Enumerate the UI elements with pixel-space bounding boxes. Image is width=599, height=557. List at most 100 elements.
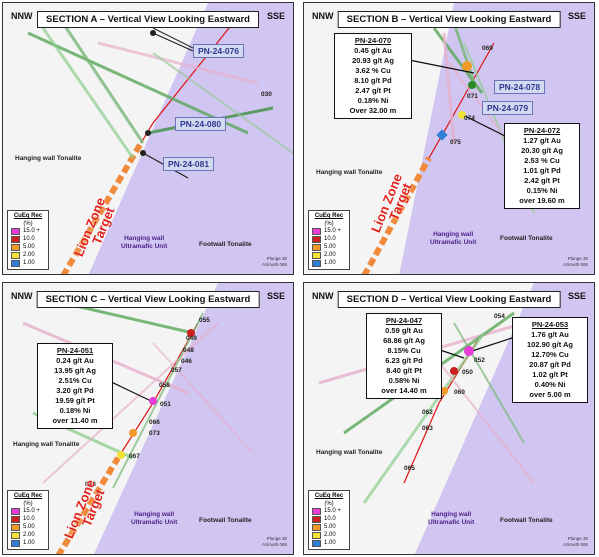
target-outline bbox=[428, 42, 495, 159]
callout-hole-id: PN-24-070 bbox=[354, 36, 392, 45]
intercept-marker bbox=[458, 111, 466, 119]
ultramafic-unit-shape bbox=[88, 3, 293, 274]
legend-title: CuEq Rec bbox=[314, 213, 344, 219]
direction-left: NNW bbox=[11, 11, 33, 21]
hole-label: PN-24-081 bbox=[163, 157, 215, 171]
hole-id-label: 073 bbox=[149, 430, 160, 437]
hole-id-label: 052 bbox=[474, 357, 485, 364]
intercept-marker bbox=[464, 346, 474, 356]
legend-row: 10.0 bbox=[312, 515, 346, 523]
legend-row: 1.00 bbox=[11, 259, 45, 267]
hole-id-label: 054 bbox=[494, 313, 505, 320]
section-title: SECTION D – Vertical View Looking Eastwa… bbox=[337, 291, 561, 308]
drill-trace bbox=[61, 22, 145, 144]
cueq-legend: CuEq Rec (%) 15.0 + 10.0 5.00 2.00 1.00 bbox=[308, 210, 350, 270]
pointer-line bbox=[152, 32, 194, 52]
section-title: SECTION B – Vertical View Looking Eastwa… bbox=[337, 11, 561, 28]
pointer-line bbox=[471, 337, 513, 352]
drill-trace bbox=[152, 52, 293, 154]
direction-right: SSE bbox=[567, 291, 586, 301]
hanging-wall-tonalite-label: Hanging wall Tonalite bbox=[316, 449, 383, 456]
ultramafic-unit-label: Hanging wall Ultramafic Unit bbox=[121, 235, 168, 250]
hanging-wall-tonalite-label: Hanging wall Tonalite bbox=[13, 441, 80, 448]
section-title: SECTION A – Vertical View Looking Eastwa… bbox=[37, 11, 259, 28]
hole-id-label: 074 bbox=[464, 115, 475, 122]
ultramafic-unit-shape bbox=[93, 283, 293, 554]
assay-callout: PN-24-047 0.59 g/t Au 68.86 g/t Ag 8.15% … bbox=[366, 313, 442, 399]
direction-right: SSE bbox=[266, 11, 285, 21]
drill-trace bbox=[27, 31, 249, 135]
section-a-panel: NNW SSE SECTION A – Vertical View Lookin… bbox=[2, 2, 294, 275]
legend-row: 15.0 + bbox=[11, 507, 45, 515]
hanging-wall-tonalite-label: Hanging wall Tonalite bbox=[316, 169, 383, 176]
legend-row: 2.00 bbox=[11, 531, 45, 539]
hole-id-label: 055 bbox=[199, 317, 210, 324]
drill-trace bbox=[452, 22, 478, 89]
section-title: SECTION C – Vertical View Looking Eastwa… bbox=[36, 291, 260, 308]
intercept-marker bbox=[440, 387, 448, 395]
hole-id-label: 066 bbox=[149, 419, 160, 426]
legend-row: 5.00 bbox=[11, 523, 45, 531]
cueq-legend: CuEq Rec (%) 15.0 + 10.0 5.00 2.00 1.00 bbox=[308, 490, 350, 550]
hole-id-label: 065 bbox=[404, 465, 415, 472]
hole-id-label: 060 bbox=[454, 389, 465, 396]
target-zone-dashed bbox=[361, 156, 432, 274]
hole-label: PN-24-079 bbox=[482, 101, 534, 115]
target-zone-dashed bbox=[55, 456, 121, 554]
drill-trace bbox=[112, 312, 204, 489]
hole-id-label: 068 bbox=[85, 481, 96, 488]
cueq-legend: CuEq Rec (%) 15.0 + 10.0 5.00 2.00 1.00 bbox=[7, 210, 49, 270]
hole-id-label: 048 bbox=[183, 347, 194, 354]
footwall-tonalite-label: Footwall Tonalite bbox=[199, 241, 252, 248]
legend-row: 2.00 bbox=[312, 531, 346, 539]
footwall-tonalite-label: Footwall Tonalite bbox=[199, 517, 252, 524]
legend-row: 5.00 bbox=[312, 523, 346, 531]
legend-row: 15.0 + bbox=[312, 507, 346, 515]
legend-row: 2.00 bbox=[11, 251, 45, 259]
hole-id-label: 030 bbox=[261, 91, 272, 98]
intercept-marker bbox=[117, 451, 125, 459]
ultramafic-unit-label: Hanging wall Ultramafic Unit bbox=[430, 231, 477, 246]
target-zone-dashed bbox=[60, 141, 144, 274]
hole-id-label: 057 bbox=[171, 367, 182, 374]
legend-row: 15.0 + bbox=[11, 227, 45, 235]
section-d-panel: NNW SSE SECTION D – Vertical View Lookin… bbox=[303, 282, 595, 555]
hole-id-label: 075 bbox=[450, 139, 461, 146]
legend-row: 5.00 bbox=[312, 243, 346, 251]
scale-note: Plunge 30 Azimuth 065 bbox=[562, 256, 588, 267]
hole-label: PN-24-076 bbox=[193, 44, 245, 58]
direction-left: NNW bbox=[11, 291, 33, 301]
hole-id-label: 049 bbox=[186, 335, 197, 342]
drill-trace bbox=[453, 322, 525, 444]
legend-row: 5.00 bbox=[11, 243, 45, 251]
scale-note: Plunge 30 Azimuth 065 bbox=[562, 536, 588, 547]
section-b-panel: NNW SSE SECTION B – Vertical View Lookin… bbox=[303, 2, 595, 275]
intercept-marker bbox=[149, 397, 157, 405]
direction-left: NNW bbox=[312, 291, 334, 301]
hole-id-label: 062 bbox=[422, 409, 433, 416]
legend-row: 10.0 bbox=[312, 235, 346, 243]
section-c-panel: NNW SSE SECTION C – Vertical View Lookin… bbox=[2, 282, 294, 555]
pierce-point bbox=[145, 130, 151, 136]
scale-note: Plunge 30 Azimuth 065 bbox=[261, 256, 287, 267]
direction-right: SSE bbox=[567, 11, 586, 21]
hole-id-label: 067 bbox=[129, 453, 140, 460]
legend-row: 1.00 bbox=[312, 259, 346, 267]
drill-trace bbox=[152, 27, 194, 49]
legend-row: 1.00 bbox=[11, 539, 45, 547]
callout-hole-id: PN-24-053 bbox=[531, 320, 569, 329]
drill-trace bbox=[448, 62, 510, 144]
intercept-marker bbox=[129, 429, 137, 437]
drill-trace bbox=[62, 301, 194, 335]
legend-title: CuEq Rec bbox=[13, 213, 43, 219]
drill-trace bbox=[41, 27, 135, 159]
intercept-marker bbox=[187, 329, 195, 337]
intercept-marker bbox=[462, 61, 472, 71]
pointer-line bbox=[458, 112, 510, 139]
legend-unit: (%) bbox=[324, 501, 334, 507]
drill-trace bbox=[362, 332, 486, 504]
hole-label: PN-24-080 bbox=[175, 117, 227, 131]
intercept-marker bbox=[450, 367, 458, 375]
drill-trace bbox=[152, 342, 254, 454]
footwall-tonalite-label: Footwall Tonalite bbox=[500, 517, 553, 524]
